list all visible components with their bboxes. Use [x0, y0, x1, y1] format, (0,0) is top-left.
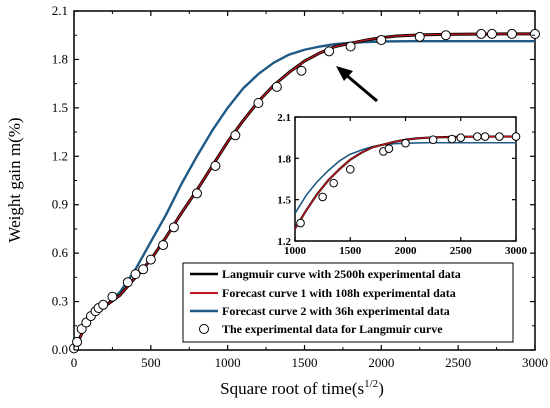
legend-item-forecast-2: Forecast curve 2 with 36h experimental d… — [190, 304, 450, 318]
main-x-tick-label: 1500 — [292, 355, 318, 370]
inset-x-tick-label: 2000 — [395, 245, 418, 257]
main-data-point — [107, 291, 118, 302]
inset-data-point — [511, 132, 521, 141]
main-axis-ticks: 0 500 1000 1500 2000 2500 30000.00.30.60.91.21… — [52, 3, 548, 370]
inset-y-tick-label: 2.1 — [277, 112, 291, 124]
main-data-point — [130, 269, 141, 280]
inset-data-point — [329, 178, 338, 188]
main-series-line-forecast-2 — [74, 39, 535, 350]
main-data-point — [271, 81, 282, 92]
main-plot-area — [69, 28, 540, 354]
inset-axis-ticks: 1000 1500 2000 2500 3000 1.2 1.5 1.8 2.1 — [277, 112, 527, 257]
main-data-point — [145, 254, 156, 265]
legend-item-experimental: The experimental data for Langmuir curve — [199, 322, 443, 336]
main-data-point — [345, 41, 356, 52]
main-data-point — [158, 240, 169, 251]
inset-y-tick-label: 1.2 — [277, 236, 291, 248]
legend-item-forecast-1: Forecast curve 1 with 108h experimental … — [190, 286, 456, 300]
inset-data-point — [318, 192, 327, 202]
main-data-point — [530, 28, 540, 39]
inset-x-tick-label: 1500 — [339, 245, 362, 257]
main-data-point — [296, 65, 307, 76]
inset-data-point — [480, 132, 490, 141]
main-data-point — [122, 277, 133, 288]
x-axis-label: Square root of time(s1/2) — [220, 378, 384, 398]
legend-label-forecast-2: Forecast curve 2 with 36h experimental d… — [222, 304, 450, 318]
main-data-point — [253, 98, 264, 109]
main-data-point — [506, 28, 517, 39]
main-x-tick-label: 3000 — [522, 355, 548, 370]
legend-box — [182, 262, 514, 343]
main-y-tick-label: 0.3 — [52, 294, 68, 309]
legend-label-forecast-1: Forecast curve 1 with 108h experimental … — [222, 286, 456, 300]
main-data-point — [376, 35, 387, 46]
inset-plot-frame — [294, 116, 517, 242]
main-y-tick-label: 1.5 — [52, 100, 68, 115]
annotation-arrow — [336, 66, 378, 103]
main-data-point — [414, 31, 425, 42]
inset-data-point — [428, 135, 438, 145]
main-data-point — [476, 28, 487, 39]
main-y-tick-label: 2.1 — [52, 3, 68, 18]
main-x-tick-label: 2500 — [445, 355, 471, 370]
main-data-point — [486, 28, 497, 39]
main-y-tick-label: 1.2 — [52, 148, 68, 163]
inset-y-tick-label: 1.8 — [277, 153, 291, 165]
inset-data-point — [345, 165, 355, 174]
inset-x-tick-label: 1000 — [284, 245, 307, 257]
inset-data-point — [456, 133, 466, 142]
legend-label-experimental: The experimental data for Langmuir curve — [222, 322, 443, 336]
main-data-point — [230, 130, 241, 141]
inset-data-point — [495, 132, 504, 141]
legend-item-langmuir: Langmuir curve with 2500h experimental d… — [190, 267, 461, 281]
legend-swatch-experimental — [199, 324, 209, 334]
main-x-tick-label: 1000 — [215, 355, 241, 370]
main-data-point — [72, 336, 83, 347]
main-y-tick-label: 0.9 — [52, 197, 68, 212]
x-axis-label-superscript: 1/2 — [364, 378, 378, 390]
inset-data-point — [384, 144, 394, 153]
main-y-tick-label: 0.0 — [52, 342, 68, 357]
main-data-point — [191, 188, 202, 199]
main-y-tick-label: 0.6 — [52, 245, 69, 260]
main-data-point — [210, 160, 221, 171]
inset-x-tick-label: 2500 — [450, 245, 473, 257]
main-data-point — [324, 46, 335, 57]
inset-plot-area — [295, 132, 521, 230]
inset-x-tick-label: 3000 — [505, 245, 528, 257]
main-x-tick-label: 500 — [141, 355, 161, 370]
main-y-tick-label: 1.8 — [52, 51, 68, 66]
inset-data-point — [401, 138, 410, 148]
y-axis-label: Weight gain m(%) — [5, 117, 24, 242]
inset-data-point — [473, 132, 482, 141]
legend-label-langmuir: Langmuir curve with 2500h experimental d… — [222, 267, 461, 281]
inset-data-point — [447, 134, 457, 144]
main-data-point — [440, 30, 451, 41]
main-data-point — [98, 299, 109, 310]
main-x-tick-label: 0 — [71, 355, 78, 370]
main-data-point — [168, 222, 179, 233]
legend: Langmuir curve with 2500h experimental d… — [182, 262, 514, 343]
main-x-tick-label: 2000 — [368, 355, 394, 370]
inset-data-point — [296, 218, 305, 228]
inset-y-tick-label: 1.5 — [277, 195, 291, 207]
main-data-point — [138, 264, 149, 275]
